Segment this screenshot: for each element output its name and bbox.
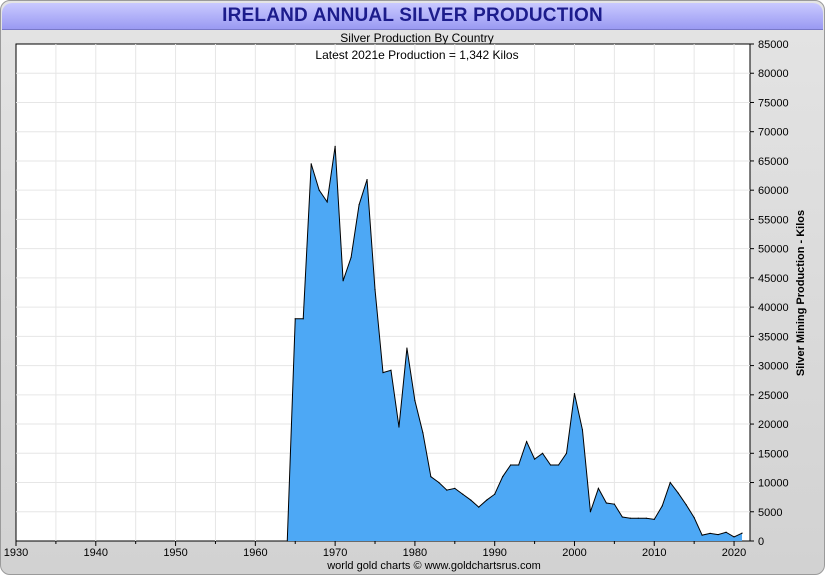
data-point [701, 534, 703, 536]
data-point [494, 493, 496, 495]
data-point [605, 502, 607, 504]
data-point [374, 288, 376, 291]
data-point [518, 464, 520, 466]
data-point [286, 540, 288, 542]
data-point [462, 493, 464, 495]
data-point [470, 499, 472, 501]
title-bar: IRELAND ANNUAL SILVER PRODUCTION [2, 3, 823, 30]
data-point [677, 492, 679, 494]
y-tick-label: 5000 [758, 507, 782, 519]
x-tick-label: 1990 [482, 547, 506, 559]
data-point [366, 179, 368, 181]
data-point [358, 204, 360, 206]
y-tick-label: 80000 [758, 68, 789, 80]
series-layer [286, 145, 743, 542]
data-point [438, 481, 440, 484]
data-point [430, 476, 432, 478]
y-tick-label: 30000 [758, 361, 789, 373]
y-tick-label: 25000 [758, 390, 789, 402]
x-tick-label: 2000 [562, 547, 586, 559]
y-tick-label: 0 [758, 536, 764, 548]
data-point [414, 400, 416, 402]
data-point [557, 464, 560, 466]
y-tick-label: 35000 [758, 331, 789, 343]
x-tick-label: 2010 [642, 547, 666, 559]
data-point [390, 369, 392, 371]
data-point [661, 505, 663, 507]
data-point [342, 280, 344, 282]
data-point [549, 464, 552, 466]
data-point [310, 163, 312, 165]
data-point [669, 481, 671, 484]
data-point [406, 347, 408, 349]
x-tick-label: 1980 [403, 547, 427, 559]
y-tick-label: 65000 [758, 156, 789, 168]
data-point [486, 499, 488, 501]
data-point [446, 489, 448, 491]
data-point [398, 426, 400, 428]
data-point [709, 532, 711, 535]
y-tick-label: 20000 [758, 419, 789, 431]
data-point [733, 536, 735, 538]
axis-layer: 1930 1940 1950 1960 1970 1980 1990 2000 2010 2020… [4, 39, 789, 559]
y-axis-label: Silver Mining Production - Kilos [795, 210, 807, 376]
data-point [637, 517, 639, 519]
grid-layer [16, 44, 750, 541]
data-point [653, 518, 655, 520]
y-tick-label: 55000 [758, 214, 789, 226]
x-tick-label: 1950 [163, 547, 187, 559]
data-point [478, 506, 480, 508]
x-tick-label: 1930 [4, 547, 28, 559]
y-tick-label: 15000 [758, 448, 789, 460]
data-point [581, 429, 584, 431]
series-line [286, 146, 743, 542]
data-point [573, 393, 576, 395]
chart-annotation: Latest 2021e Production = 1,342 Kilos [315, 48, 518, 62]
x-tick-label: 1940 [84, 547, 108, 559]
data-point [350, 256, 352, 259]
y-tick-label: 70000 [758, 127, 789, 139]
x-tick-label: 1960 [243, 547, 267, 559]
data-point [693, 517, 695, 519]
data-point [334, 145, 336, 147]
data-point [326, 201, 328, 203]
data-point [302, 318, 304, 320]
series-area [287, 146, 743, 541]
data-point [645, 517, 647, 519]
x-tick-label: 2020 [722, 547, 746, 559]
y-tick-label: 45000 [758, 273, 789, 285]
y-tick-label: 50000 [758, 244, 789, 256]
footer-credit: world gold charts © www.goldchartsrus.co… [326, 560, 541, 572]
data-point [541, 452, 544, 454]
data-point [454, 487, 456, 489]
data-point [294, 318, 296, 320]
data-point [725, 531, 727, 533]
data-point [613, 503, 615, 505]
data-point [565, 452, 568, 454]
data-point [382, 372, 384, 374]
data-point [589, 511, 592, 513]
chart-subtitle: Silver Production By Country [340, 31, 493, 45]
y-tick-label: 85000 [758, 39, 789, 51]
chart-title: IRELAND ANNUAL SILVER PRODUCTION [222, 5, 603, 26]
data-point [621, 516, 623, 518]
data-point [318, 189, 320, 191]
data-point [717, 533, 719, 536]
data-point [629, 517, 631, 519]
data-point [533, 458, 536, 460]
data-point [502, 476, 504, 478]
data-point [741, 532, 743, 534]
data-point [597, 487, 600, 489]
data-point [510, 464, 512, 466]
data-point [526, 441, 528, 443]
data-point [685, 504, 687, 506]
y-tick-label: 60000 [758, 185, 789, 197]
x-tick-label: 1970 [323, 547, 347, 559]
y-tick-label: 75000 [758, 97, 789, 109]
data-point [422, 432, 424, 434]
y-tick-label: 40000 [758, 302, 789, 314]
y-tick-label: 10000 [758, 478, 789, 490]
